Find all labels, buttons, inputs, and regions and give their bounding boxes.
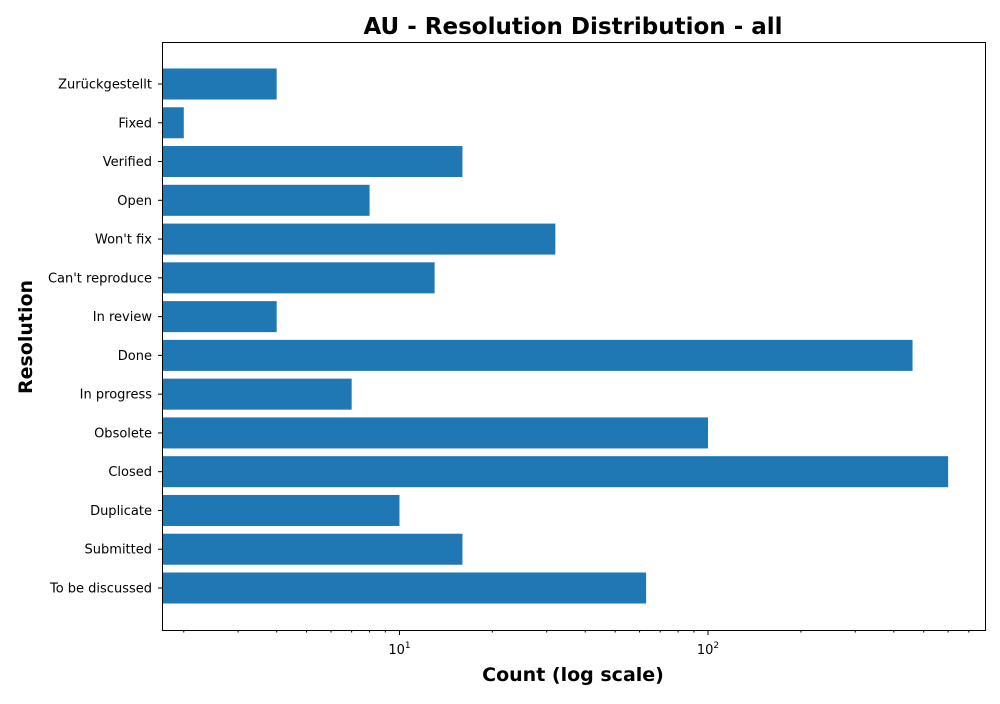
bar: [162, 301, 277, 333]
bar: [162, 184, 370, 216]
y-tick-label: Fixed: [118, 116, 152, 131]
bar: [162, 417, 709, 449]
y-tick-label: Duplicate: [90, 504, 152, 519]
bar: [162, 107, 184, 139]
y-tick-label: To be discussed: [49, 582, 152, 597]
y-tick-label: Submitted: [85, 543, 152, 558]
x-axis-ticks: 101 102: [183, 630, 970, 658]
bar: [162, 223, 556, 255]
bar: [162, 262, 435, 294]
chart-title: AU - Resolution Distribution - all: [363, 14, 782, 40]
y-tick-label: Won't fix: [95, 233, 152, 248]
bar: [162, 572, 647, 604]
y-tick-label: Verified: [103, 155, 152, 170]
x-tick-label: 102: [697, 641, 719, 658]
y-tick-label: Zurückgestellt: [58, 78, 152, 93]
bar: [162, 456, 949, 488]
bar: [162, 494, 400, 526]
y-tick-label: Done: [118, 349, 152, 364]
y-tick-label: Open: [117, 194, 152, 209]
bar: [162, 146, 463, 178]
bar: [162, 68, 277, 100]
y-tick-label: Obsolete: [94, 426, 152, 441]
plot-frame: [162, 42, 986, 631]
bar: [162, 533, 463, 565]
y-tick-label: Closed: [108, 465, 152, 480]
y-tick-label: Can't reproduce: [48, 271, 152, 286]
x-axis-label: Count (log scale): [482, 664, 664, 686]
y-axis-label: Resolution: [15, 280, 37, 394]
y-tick-label: In progress: [80, 388, 153, 403]
x-tick-label: 101: [388, 641, 410, 658]
y-tick-label: In review: [93, 310, 153, 325]
bars-layer: [162, 68, 949, 604]
y-axis-ticks: To be discussed Submitted Duplicate Closed O…: [48, 78, 162, 597]
bar: [162, 378, 352, 410]
bar: [162, 339, 913, 371]
